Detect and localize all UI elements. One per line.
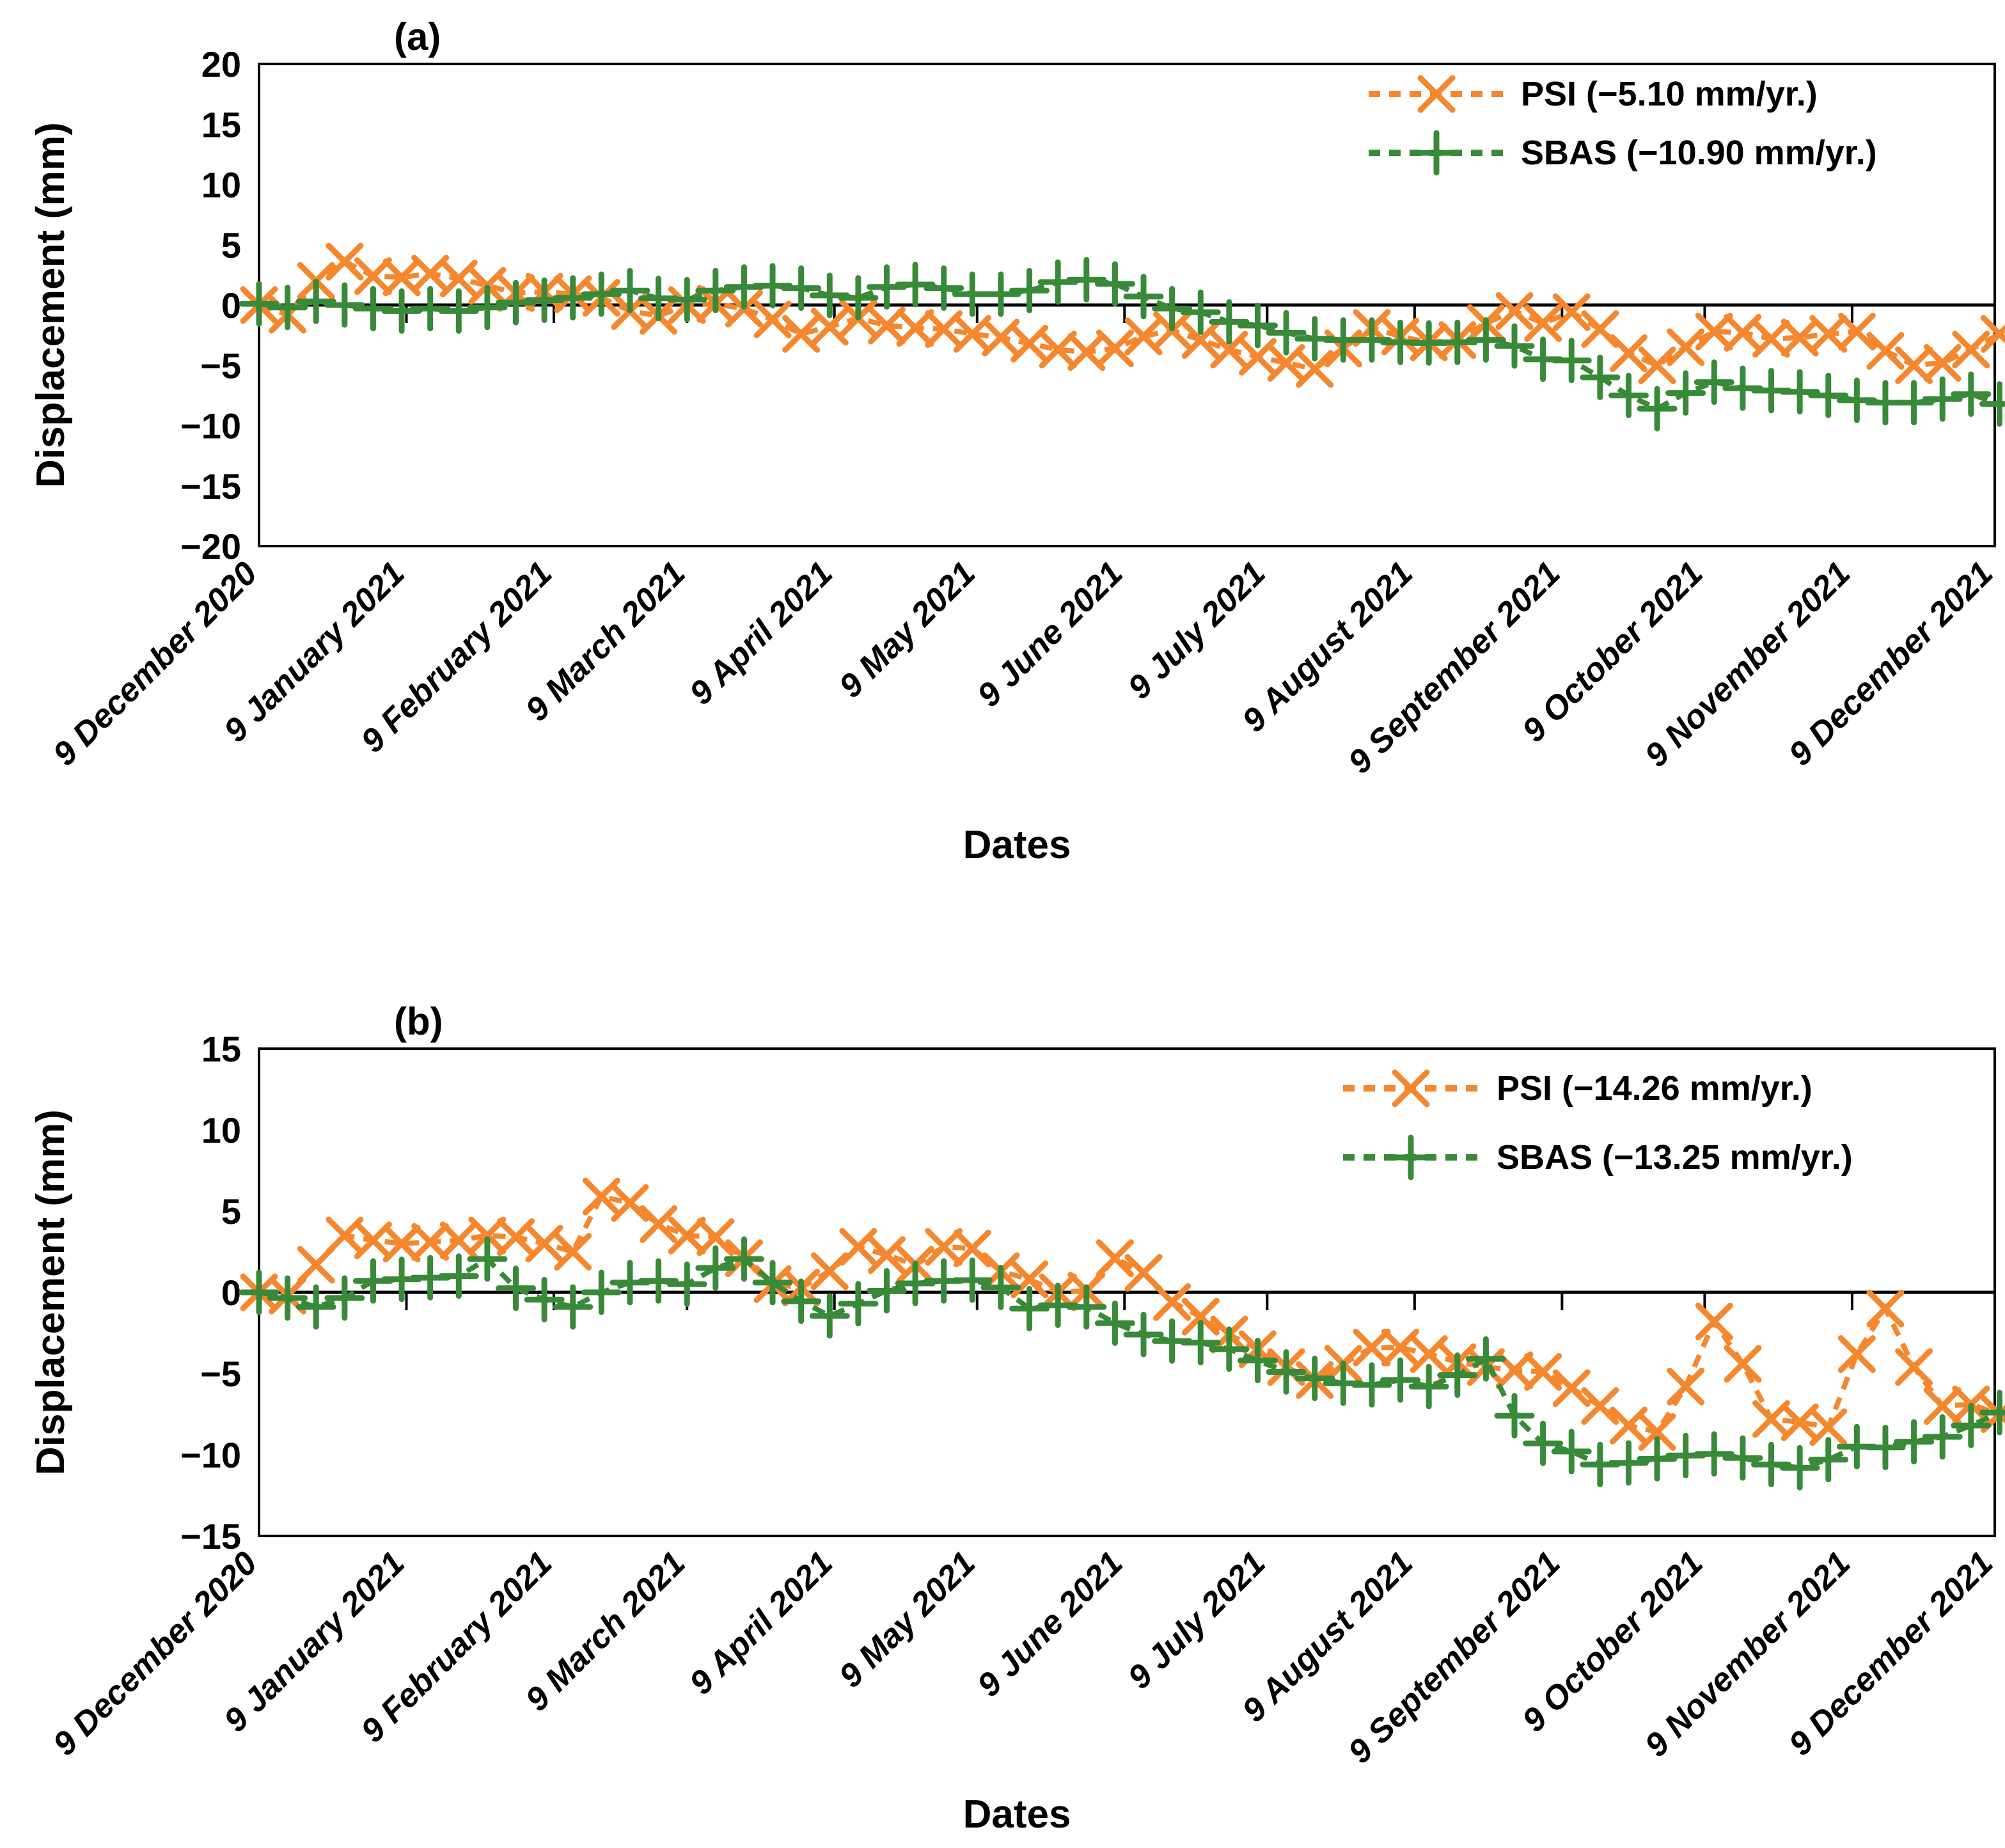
panel-a-y-axis-title: Displacement (mm)	[29, 122, 73, 488]
y-axis-tick-labels: 20 15 10 5 0 −5 −10 −15 −20	[180, 44, 241, 567]
y-tick-label: 5	[221, 1191, 241, 1232]
y-tick-label: −15	[180, 466, 241, 506]
panel-a-legend: PSI (−5.10 mm/yr.) SBAS (−10.90 mm/yr.)	[1369, 75, 1877, 176]
sbas-legend-label: SBAS (−13.25 mm/yr.)	[1497, 1138, 1853, 1177]
psi-series-markers	[240, 242, 2005, 388]
y-tick-label: −10	[180, 1435, 241, 1475]
psi-legend-label: PSI (−14.26 mm/yr.)	[1497, 1069, 1812, 1108]
y-tick-label: 0	[221, 285, 241, 325]
y-tick-label: 10	[201, 165, 241, 205]
psi-legend-label: PSI (−5.10 mm/yr.)	[1521, 75, 1818, 113]
x-tick-label: 9 July 2021	[1121, 554, 1273, 706]
psi-series	[240, 242, 2005, 388]
y-tick-label: 10	[201, 1110, 241, 1150]
x-axis	[258, 1290, 1996, 1310]
panel-a-label: (a)	[394, 15, 441, 58]
x-tick-label: 9 June 2021	[970, 1544, 1130, 1704]
x-tick-label: 9 December 2020	[46, 554, 265, 773]
y-tick-label: 15	[201, 104, 241, 145]
panel-a-x-axis-title: Dates	[963, 823, 1071, 867]
sbas-series	[239, 1236, 2005, 1491]
y-tick-label: −5	[200, 1354, 241, 1394]
sbas-legend-swatch	[1369, 130, 1504, 176]
y-tick-label: 20	[201, 44, 241, 84]
sbas-series-markers	[239, 256, 2005, 432]
panel-b-label: (b)	[394, 1000, 443, 1043]
x-tick-label: 9 April 2021	[682, 554, 840, 712]
y-tick-label: 15	[201, 1029, 241, 1069]
sbas-series-markers	[239, 1236, 2005, 1491]
y-tick-label: −15	[180, 1516, 241, 1556]
panel-b-legend: PSI (−14.26 mm/yr.) SBAS (−13.25 mm/yr.)	[1343, 1069, 1853, 1180]
y-tick-label: 5	[221, 225, 241, 265]
psi-legend-swatch	[1369, 75, 1504, 113]
psi-series	[240, 1177, 2005, 1451]
y-tick-label: −10	[180, 406, 241, 446]
panel-b-x-axis-title: Dates	[963, 1792, 1071, 1836]
sbas-legend-swatch	[1343, 1134, 1479, 1180]
x-tick-label: 9 May 2021	[832, 554, 982, 705]
x-tick-label: 9 December 2020	[46, 1544, 265, 1763]
sbas-legend-label: SBAS (−10.90 mm/yr.)	[1521, 134, 1877, 172]
x-tick-label: 9 April 2021	[682, 1544, 840, 1702]
panel-b-y-axis-title: Displacement (mm)	[29, 1109, 73, 1475]
y-tick-label: −5	[200, 345, 241, 386]
y-axis-tick-labels: 15 10 5 0 −5 −10 −15	[180, 1029, 241, 1556]
psi-series-markers	[240, 1177, 2005, 1451]
y-tick-label: −20	[180, 526, 241, 567]
x-tick-label: 9 June 2021	[970, 554, 1130, 714]
sbas-series	[239, 256, 2005, 432]
psi-series-line	[258, 1193, 2001, 1435]
x-tick-label: 9 July 2021	[1121, 1544, 1273, 1696]
psi-legend-swatch	[1343, 1069, 1479, 1108]
y-tick-label: 0	[221, 1272, 241, 1313]
x-tick-label: 9 May 2021	[832, 1544, 982, 1695]
